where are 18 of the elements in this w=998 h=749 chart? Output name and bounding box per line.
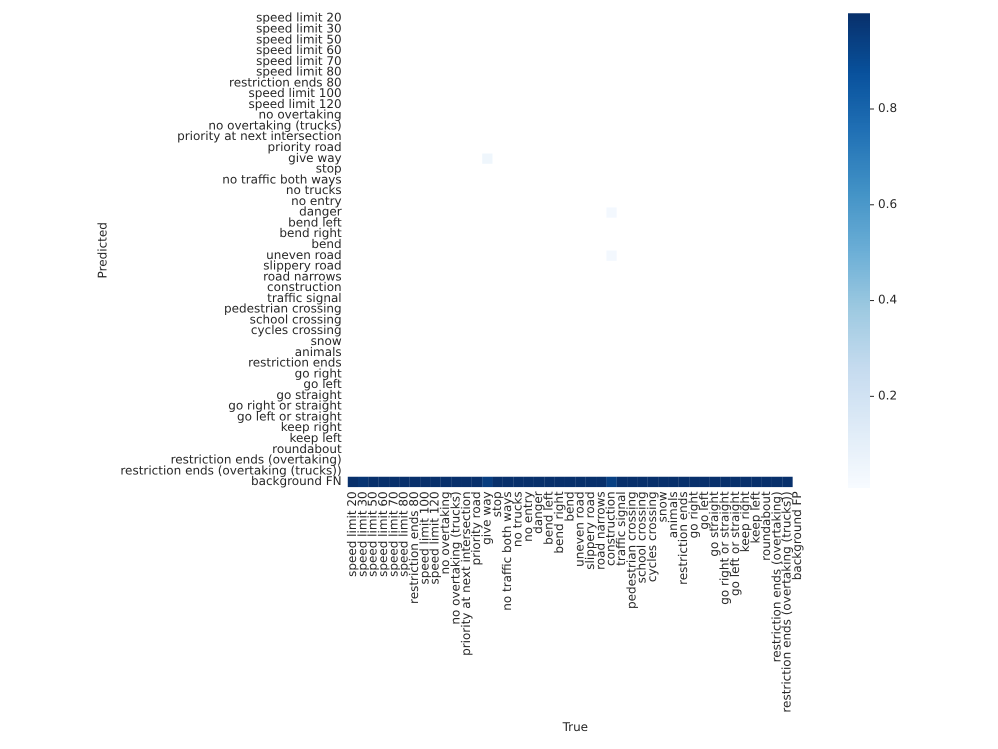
y-tick-label: keep right [280,420,342,434]
x-tick-label: animals [666,491,680,538]
y-axis-title: Predicted [95,222,110,278]
color-bar-label: 0.2 [878,388,898,402]
x-tick-label: traffic signal [614,491,628,566]
x-tick-label: priority road [469,491,484,566]
color-bar-label: 0.6 [878,196,898,211]
x-tick-label: restriction ends (overtaking (trucks)) [780,491,794,713]
color-bar-label: 0.8 [878,101,898,116]
x-tick-label: go right [686,491,700,538]
y-tick-label: go right [294,366,342,380]
x-tick-label: school crossing [634,491,649,584]
y-tick-label: animals [294,344,342,359]
color-bar-label: 0.4 [878,292,898,307]
y-tick-label: priority road [268,140,342,154]
y-tick-label: speed limit 80 [256,64,342,79]
x-tick-label: bend right [552,491,566,554]
x-axis-title: True [562,720,588,734]
